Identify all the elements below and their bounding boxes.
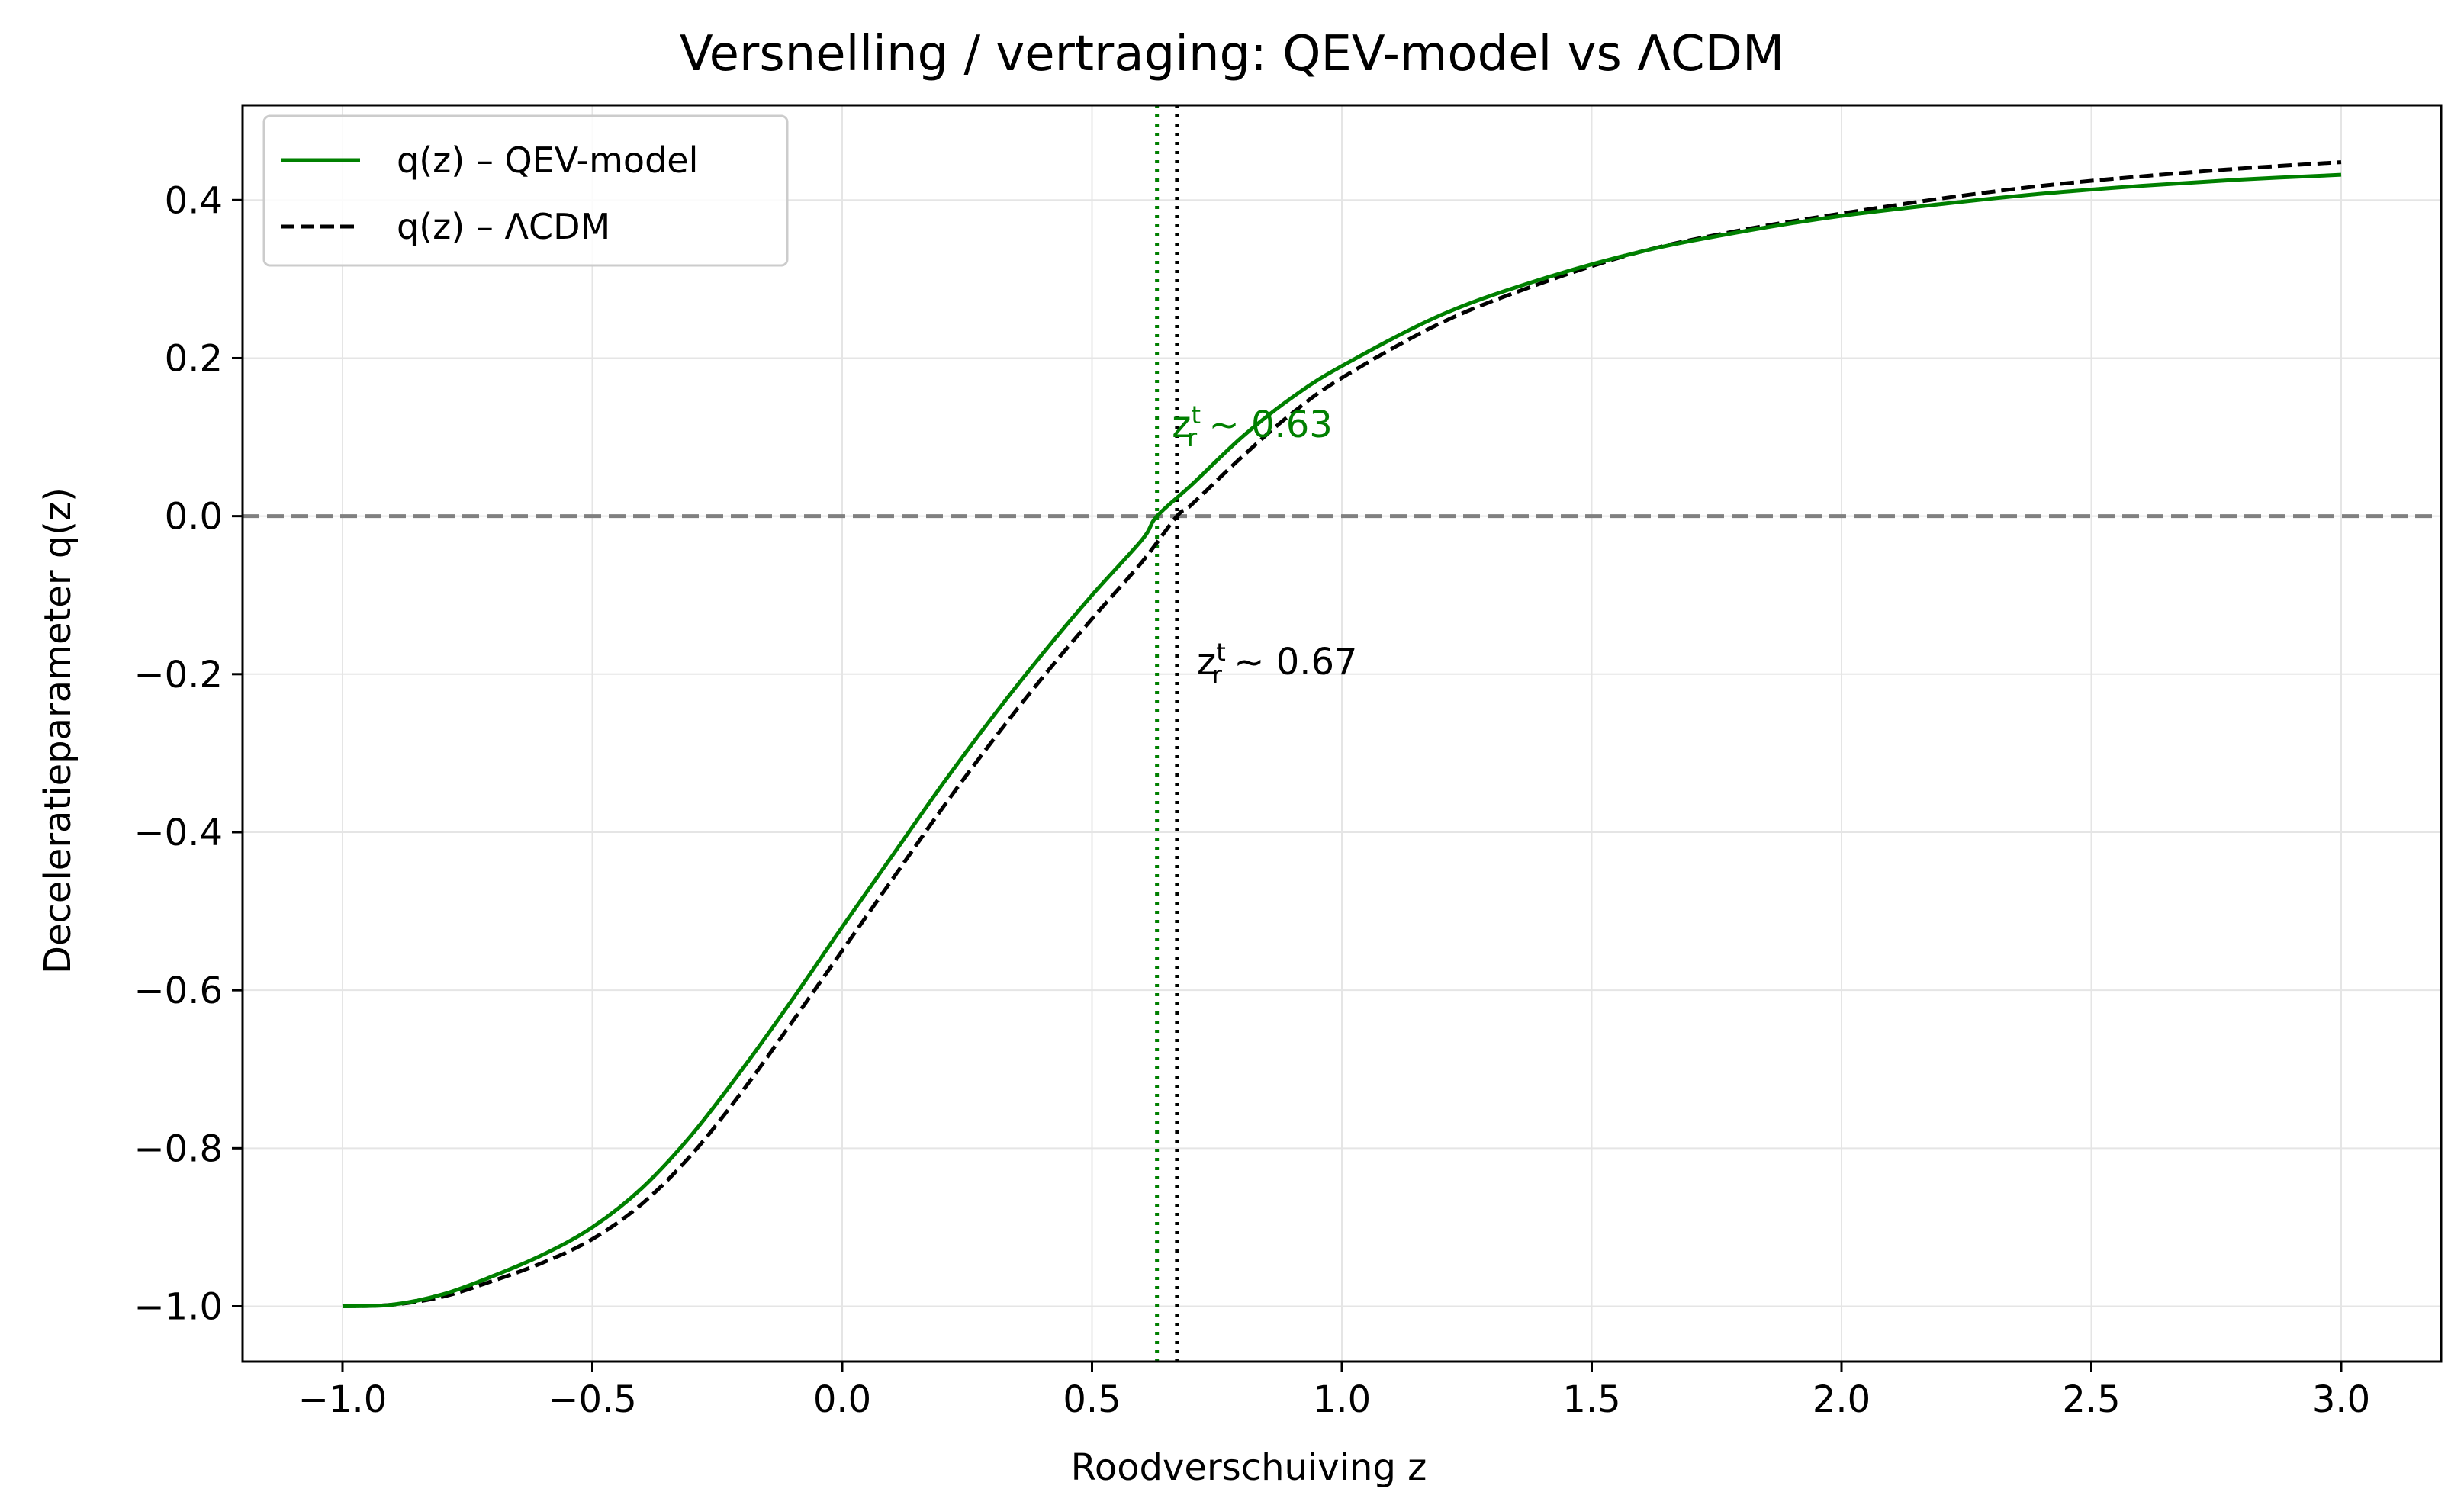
legend-label-qev: q(z) – QEV-model bbox=[397, 140, 698, 181]
x-tick-label: 3.0 bbox=[2312, 1378, 2370, 1421]
x-axis-label: Roodverschuiving z bbox=[1071, 1446, 1427, 1489]
y-tick-label: −0.6 bbox=[133, 970, 223, 1012]
x-tick-label: 1.5 bbox=[1562, 1378, 1620, 1421]
transition-annotation-qev: zt r ~ 0.63 bbox=[1172, 400, 1333, 452]
legend-box bbox=[262, 114, 789, 267]
y-tick-label: 0.0 bbox=[165, 496, 223, 539]
y-tick-label: −1.0 bbox=[133, 1285, 223, 1328]
x-tick-label: −0.5 bbox=[548, 1378, 637, 1421]
x-tick-label: 1.0 bbox=[1313, 1378, 1371, 1421]
y-tick-label: 0.2 bbox=[165, 337, 223, 380]
x-tick-label: 2.0 bbox=[1813, 1378, 1871, 1421]
y-axis-label: Deceleratieparameter q(z) bbox=[37, 487, 79, 974]
y-tick-label: −0.2 bbox=[133, 654, 223, 696]
legend-label-lcdm: q(z) – ΛCDM bbox=[397, 206, 610, 247]
axis-ticks: −1.0 −0.5 0.0 0.5 1.0 1.5 2.0 2.5 3.0 −1.0 −0.8 −0.… bbox=[133, 179, 2370, 1421]
x-tick-label: 0.0 bbox=[813, 1378, 871, 1421]
legend: q(z) – QEV-model q(z) – ΛCDM bbox=[262, 114, 789, 267]
x-tick-label: 2.5 bbox=[2062, 1378, 2120, 1421]
series-line-qev bbox=[342, 172, 2342, 1308]
reference-lines bbox=[243, 105, 2441, 1362]
x-tick-label: 0.5 bbox=[1063, 1378, 1121, 1421]
x-tick-label: −1.0 bbox=[298, 1378, 388, 1421]
y-tick-label: −0.4 bbox=[133, 812, 223, 854]
chart-title: Versnelling / vertraging: QEV-model vs Λ… bbox=[680, 26, 1784, 82]
y-tick-label: 0.4 bbox=[165, 179, 223, 222]
y-tick-label: −0.8 bbox=[133, 1127, 223, 1170]
annotations: zt r ~ 0.63 zt r ~ 0.67 bbox=[1172, 400, 1357, 690]
transition-annotation-lcdm: zt r ~ 0.67 bbox=[1197, 638, 1358, 690]
series-line-lcdm bbox=[342, 160, 2342, 1308]
series-lines bbox=[342, 160, 2342, 1308]
